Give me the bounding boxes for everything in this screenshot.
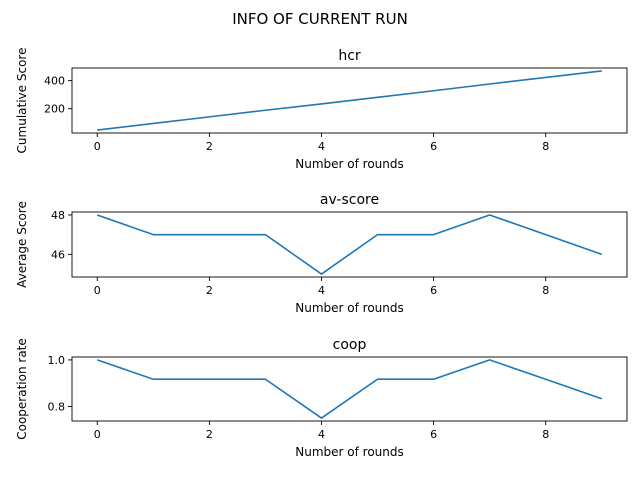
x-tick-label: 0 (94, 140, 101, 153)
y-tick-label: 48 (51, 209, 65, 222)
subplot-title: hcr (338, 48, 361, 64)
x-tick-label: 2 (206, 428, 213, 441)
x-tick-label: 6 (430, 284, 437, 297)
axes-frame (71, 67, 628, 134)
x-tick-label: 4 (318, 140, 325, 153)
x-tick-label: 4 (318, 428, 325, 441)
y-tick-label: 200 (44, 103, 65, 116)
x-tick-label: 4 (318, 284, 325, 297)
x-tick-label: 2 (206, 140, 213, 153)
y-axis-label: Cooperation rate (15, 338, 29, 440)
y-tick-label: 0.8 (48, 400, 66, 413)
y-tick-label: 46 (51, 248, 65, 261)
figure-suptitle: INFO OF CURRENT RUN (232, 10, 408, 28)
axes-frame (71, 356, 628, 422)
x-tick-label: 8 (542, 140, 549, 153)
x-tick-label: 8 (542, 284, 549, 297)
series-line-0 (96, 214, 603, 275)
x-tick-label: 6 (430, 428, 437, 441)
subplot-hcr: hcr 0 2 4 6 8 200 400 Number of rounds Cumulative… (15, 48, 628, 171)
x-tick-label: 6 (430, 140, 437, 153)
series-line-0 (96, 359, 603, 419)
series-line-0 (97, 70, 602, 131)
subplot-title: coop (333, 337, 367, 353)
subplot-title: av-score (320, 192, 379, 208)
subplot-coop: coop 0 2 4 6 8 0.8 1.0 Number of rounds Cooperati… (15, 337, 628, 459)
x-axis-label: Number of rounds (295, 445, 404, 459)
y-axis-label: Average Score (15, 201, 29, 288)
x-tick-label: 2 (206, 284, 213, 297)
y-tick-label: 1.0 (48, 354, 66, 367)
x-tick-label: 0 (94, 428, 101, 441)
x-axis-label: Number of rounds (295, 157, 404, 171)
axes-frame (71, 211, 628, 278)
x-tick-label: 8 (542, 428, 549, 441)
x-tick-label: 0 (94, 284, 101, 297)
y-axis-label: Cumulative Score (15, 48, 29, 154)
y-tick-label: 400 (44, 75, 65, 88)
x-axis-label: Number of rounds (295, 301, 404, 315)
